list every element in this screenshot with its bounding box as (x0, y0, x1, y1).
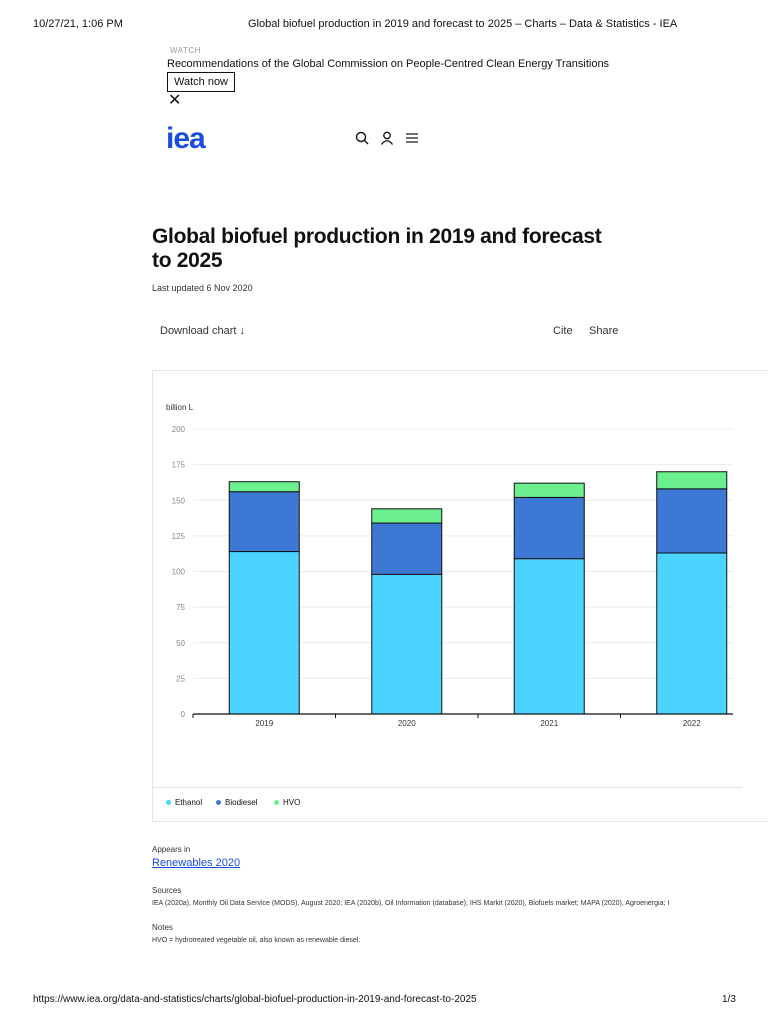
page-title: Global biofuel production in 2019 and fo… (152, 225, 602, 272)
user-icon[interactable] (380, 131, 394, 149)
x-tick-label: 2019 (255, 719, 273, 728)
x-tick-label: 2021 (540, 719, 558, 728)
bar-biodiesel (371, 522, 443, 575)
footer-url: https://www.iea.org/data-and-statistics/… (33, 994, 477, 1005)
legend-ethanol[interactable]: Ethanol (166, 798, 202, 807)
bar-biodiesel (656, 488, 728, 554)
legend-label: Ethanol (175, 798, 203, 807)
bar-hvo (513, 482, 585, 498)
print-title: Global biofuel production in 2019 and fo… (248, 18, 678, 30)
y-axis-label: billion L (166, 403, 194, 412)
cite-button[interactable]: Cite (553, 325, 573, 337)
renewables-2020-link[interactable]: Renewables 2020 (152, 857, 241, 869)
sources-text: IEA (2020a), Monthly Oil Data Service (M… (152, 900, 670, 907)
y-tick-label: 200 (172, 425, 186, 434)
bar-ethanol (228, 551, 300, 715)
print-datetime: 10/27/21, 1:06 PM (33, 18, 123, 30)
bar-hvo (656, 471, 728, 490)
legend-divider (152, 787, 742, 788)
appears-in-label: Appears in (152, 845, 191, 854)
y-tick-label: 125 (172, 532, 186, 541)
y-tick-label: 100 (172, 568, 186, 577)
legend-label: HVO (283, 798, 301, 807)
menu-icon[interactable] (405, 131, 419, 149)
y-tick-label: 150 (172, 496, 186, 505)
bar-ethanol (656, 552, 728, 715)
share-button[interactable]: Share (589, 325, 619, 337)
legend-swatch (166, 800, 171, 805)
footer-page: 1/3 (722, 994, 736, 1005)
legend-hvo[interactable]: HVO (274, 798, 300, 807)
close-icon[interactable]: ✕ (168, 92, 182, 109)
last-updated: Last updated 6 Nov 2020 (152, 283, 253, 293)
y-tick-label: 50 (176, 639, 185, 648)
bar-hvo (371, 508, 443, 524)
x-tick-label: 2020 (398, 719, 416, 728)
watch-label: WATCH (170, 46, 201, 55)
y-tick-label: 25 (176, 674, 185, 683)
legend-swatch (216, 800, 221, 805)
bar-ethanol (371, 573, 443, 715)
sources-label: Sources (152, 886, 182, 895)
bar-biodiesel (228, 491, 300, 553)
chart-container (152, 370, 768, 822)
iea-logo[interactable]: iea (166, 122, 206, 155)
bar-ethanol (513, 558, 585, 715)
y-tick-label: 175 (172, 461, 186, 470)
notes-text: HVO = hydrotreated vegetable oil, also k… (152, 937, 361, 944)
legend-biodiesel[interactable]: Biodiesel (216, 798, 257, 807)
y-tick-label: 75 (176, 603, 185, 612)
bar-hvo (228, 481, 300, 493)
y-tick-label: 0 (181, 710, 186, 719)
x-tick-label: 2022 (683, 719, 701, 728)
watch-now-button[interactable]: Watch now (167, 72, 236, 92)
watch-text: Recommendations of the Global Commission… (167, 58, 610, 70)
search-icon[interactable] (355, 131, 369, 149)
legend-swatch (274, 800, 279, 805)
notes-label: Notes (152, 923, 173, 932)
bar-biodiesel (513, 496, 585, 560)
legend-label: Biodiesel (225, 798, 258, 807)
download-chart-button[interactable]: Download chart ↓ (160, 325, 245, 337)
